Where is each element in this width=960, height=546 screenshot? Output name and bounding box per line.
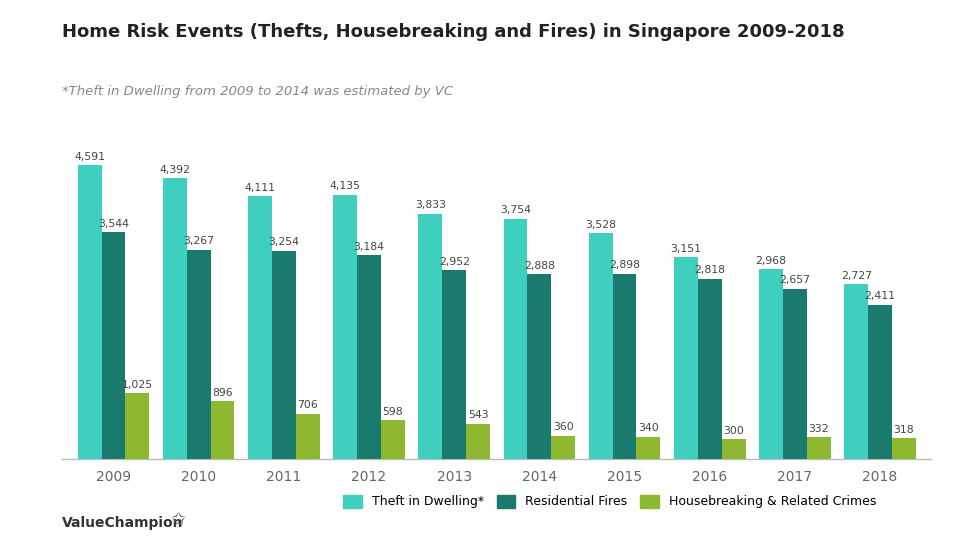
Text: 4,135: 4,135 xyxy=(329,181,361,191)
Bar xyxy=(868,305,892,459)
Bar xyxy=(698,278,722,459)
Text: 896: 896 xyxy=(212,388,233,398)
Bar xyxy=(759,269,783,459)
Bar xyxy=(381,420,405,459)
Text: 1,025: 1,025 xyxy=(122,379,153,390)
Bar xyxy=(504,219,527,459)
Text: 3,254: 3,254 xyxy=(269,238,300,247)
Bar xyxy=(187,250,210,459)
Bar xyxy=(892,438,916,459)
Bar xyxy=(102,232,126,459)
Text: 2,968: 2,968 xyxy=(756,256,786,265)
Bar xyxy=(163,178,187,459)
Bar xyxy=(783,289,806,459)
Bar xyxy=(674,257,698,459)
Text: 3,267: 3,267 xyxy=(183,236,214,246)
Text: 3,184: 3,184 xyxy=(353,242,385,252)
Bar xyxy=(722,440,746,459)
Text: 332: 332 xyxy=(808,424,829,434)
Text: 2,657: 2,657 xyxy=(780,275,810,286)
Text: 543: 543 xyxy=(468,411,489,420)
Bar xyxy=(806,437,830,459)
Bar xyxy=(612,274,636,459)
Text: 2,411: 2,411 xyxy=(865,291,896,301)
Text: 4,392: 4,392 xyxy=(159,164,190,175)
Text: ValueChampion: ValueChampion xyxy=(62,515,184,530)
Bar xyxy=(551,436,575,459)
Bar xyxy=(845,284,868,459)
Text: 3,544: 3,544 xyxy=(98,219,129,229)
Text: 598: 598 xyxy=(383,407,403,417)
Bar xyxy=(467,424,490,459)
Text: *Theft in Dwelling from 2009 to 2014 was estimated by VC: *Theft in Dwelling from 2009 to 2014 was… xyxy=(62,85,453,98)
Bar xyxy=(210,401,234,459)
Text: 300: 300 xyxy=(723,426,744,436)
Bar xyxy=(443,270,467,459)
Bar xyxy=(419,214,443,459)
Bar xyxy=(636,437,660,459)
Text: 2,888: 2,888 xyxy=(524,260,555,271)
Text: ✩: ✩ xyxy=(171,511,186,529)
Text: 706: 706 xyxy=(298,400,318,410)
Legend: Theft in Dwelling*, Residential Fires, Housebreaking & Related Crimes: Theft in Dwelling*, Residential Fires, H… xyxy=(338,490,881,513)
Text: 318: 318 xyxy=(894,425,914,435)
Bar xyxy=(126,393,150,459)
Text: 3,754: 3,754 xyxy=(500,205,531,215)
Text: 360: 360 xyxy=(553,422,574,432)
Bar xyxy=(333,194,357,459)
Text: 2,952: 2,952 xyxy=(439,257,469,266)
Text: 2,818: 2,818 xyxy=(694,265,725,275)
Bar xyxy=(272,251,296,459)
Bar xyxy=(78,165,102,459)
Text: 4,111: 4,111 xyxy=(245,182,276,193)
Text: 340: 340 xyxy=(638,423,659,434)
Text: 2,727: 2,727 xyxy=(841,271,872,281)
Bar xyxy=(248,196,272,459)
Bar xyxy=(588,233,612,459)
Bar xyxy=(527,274,551,459)
Text: 2,898: 2,898 xyxy=(609,260,640,270)
Bar xyxy=(357,256,381,459)
Text: 3,151: 3,151 xyxy=(670,244,702,254)
Text: 3,833: 3,833 xyxy=(415,200,445,210)
Text: 4,591: 4,591 xyxy=(74,152,106,162)
Text: Home Risk Events (Thefts, Housebreaking and Fires) in Singapore 2009-2018: Home Risk Events (Thefts, Housebreaking … xyxy=(62,23,845,41)
Bar xyxy=(296,413,320,459)
Text: 3,528: 3,528 xyxy=(586,220,616,230)
